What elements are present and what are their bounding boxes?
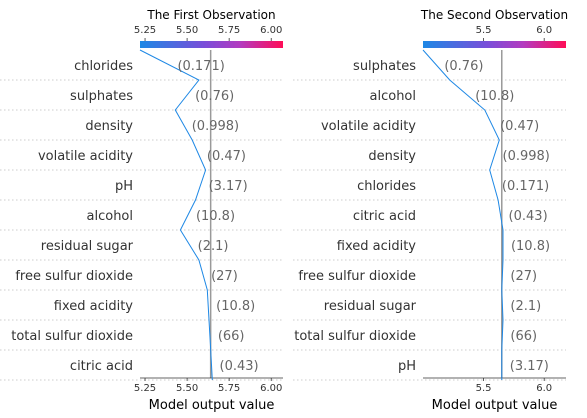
- feature-value: (0.47): [207, 149, 246, 164]
- panel-1: The First Observation 5.25 5.50 5.75 6.00 5.2…: [0, 8, 283, 413]
- feature-value: (27): [211, 269, 238, 284]
- feature-value: (0.998): [503, 149, 550, 164]
- feature-value: (0.76): [444, 59, 483, 74]
- feature-label: pH: [115, 179, 133, 194]
- feature-label: total sulfur dioxide: [294, 329, 416, 344]
- feature-label: free sulfur dioxide: [15, 269, 133, 284]
- feature-value: (27): [510, 269, 537, 284]
- feature-value: (3.17): [209, 179, 248, 194]
- x-tick-label: 5.5: [476, 383, 492, 394]
- colorbar-tick-label: 5.75: [218, 25, 240, 36]
- colorbar-tick-label: 6.0: [536, 25, 552, 36]
- feature-value: (2.1): [198, 239, 229, 254]
- feature-label: sulphates: [70, 89, 133, 104]
- feature-label: volatile acidity: [321, 119, 416, 134]
- colorbar-tick-label: 5.25: [134, 25, 156, 36]
- colorbar: [423, 41, 566, 48]
- feature-value: (0.76): [195, 89, 234, 104]
- colorbar-tick-label: 6.00: [260, 25, 282, 36]
- feature-label: density: [368, 149, 416, 164]
- feature-label: residual sugar: [324, 299, 417, 314]
- chart-title: The First Observation: [146, 8, 275, 22]
- feature-label: residual sugar: [41, 239, 134, 254]
- decision-path-line: [139, 49, 213, 381]
- feature-label: citric acid: [353, 209, 416, 224]
- feature-label: fixed acidity: [337, 239, 417, 254]
- feature-value: (10.8): [475, 89, 514, 104]
- feature-label: total sulfur dioxide: [11, 329, 133, 344]
- feature-label: free sulfur dioxide: [298, 269, 416, 284]
- feature-value: (66): [510, 329, 537, 344]
- feature-label: density: [85, 119, 133, 134]
- feature-value: (0.171): [177, 59, 224, 74]
- feature-value: (0.43): [220, 359, 259, 374]
- chart-title: The Second Observation: [420, 8, 568, 22]
- feature-label: sulphates: [353, 59, 416, 74]
- feature-label: volatile acidity: [38, 149, 133, 164]
- feature-value: (10.8): [216, 299, 255, 314]
- x-tick-label: 5.75: [218, 383, 240, 394]
- feature-value: (0.43): [509, 209, 548, 224]
- colorbar-tick-label: 5.5: [476, 25, 492, 36]
- feature-value: (10.8): [196, 209, 235, 224]
- decision-path-line: [422, 49, 504, 380]
- feature-label: chlorides: [74, 59, 133, 74]
- x-axis-label: Model output value: [432, 398, 558, 413]
- colorbar: [140, 41, 283, 48]
- x-axis-label: Model output value: [149, 398, 275, 413]
- x-tick-label: 6.0: [536, 383, 552, 394]
- feature-label: alcohol: [87, 209, 133, 224]
- colorbar-tick-label: 5.50: [176, 25, 198, 36]
- feature-value: (0.171): [502, 179, 549, 194]
- x-tick-label: 5.25: [134, 383, 156, 394]
- x-tick-label: 5.50: [176, 383, 198, 394]
- feature-label: chlorides: [357, 179, 416, 194]
- feature-label: alcohol: [370, 89, 416, 104]
- panel-2: The Second Observation 5.5 6.0 5.5 6.0 Model …: [293, 8, 568, 413]
- feature-label: pH: [398, 359, 416, 374]
- feature-value: (0.998): [192, 119, 239, 134]
- feature-value: (10.8): [511, 239, 550, 254]
- x-tick-label: 6.00: [260, 383, 282, 394]
- feature-label: fixed acidity: [54, 299, 134, 314]
- feature-value: (0.47): [500, 119, 539, 134]
- feature-value: (3.17): [510, 359, 549, 374]
- feature-value: (66): [218, 329, 245, 344]
- feature-value: (2.1): [510, 299, 541, 314]
- feature-label: citric acid: [70, 359, 133, 374]
